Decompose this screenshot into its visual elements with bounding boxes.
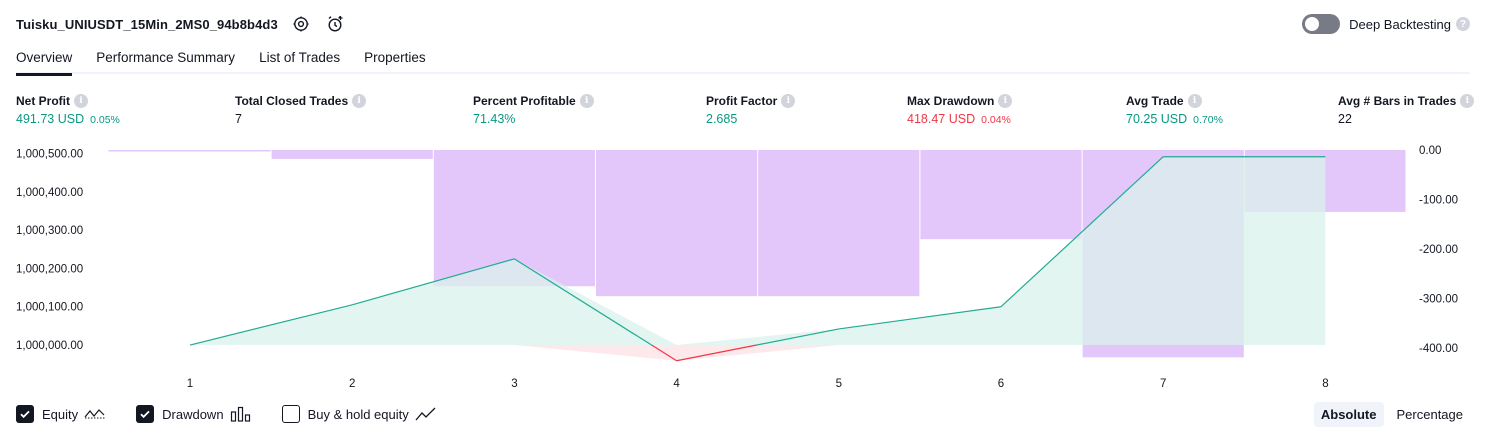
left-axis-tick: 1,000,000.00 [16,340,83,352]
metric-sub-value: 0.05% [90,114,120,126]
x-axis-tick: 8 [1322,378,1328,390]
equity-checkbox[interactable] [16,405,34,423]
metric-value: 70.25 USD [1126,112,1188,126]
info-icon[interactable]: i [1187,94,1202,108]
x-axis-tick: 3 [511,378,517,390]
left-axis-tick: 1,000,300.00 [16,225,83,237]
settings-icon[interactable] [290,13,312,35]
info-icon[interactable]: i [781,94,796,108]
deep-backtesting-toggle[interactable] [1302,14,1341,34]
drawdown-bar [596,150,758,297]
legend-label: Drawdown [162,406,224,422]
metric-avg-bars: Avg # Bars in Trades i 22 [1338,93,1475,128]
drawdown-bar [758,150,920,297]
drawdown-bar [920,150,1082,240]
help-icon[interactable]: ? [1456,17,1470,31]
chart-axes: 1,000,500.00 1,000,400.00 1,000,300.00 1,00… [16,145,1458,390]
strategy-header: Tuisku_UNIUSDT_15Min_2MS0_94b8b4d3 [16,13,346,35]
report-tabs: Overview Performance Summary List of Tra… [16,46,1470,76]
equity-profit-area [190,156,1326,346]
x-axis-tick: 6 [998,378,1004,390]
strategy-name: Tuisku_UNIUSDT_15Min_2MS0_94b8b4d3 [16,16,278,32]
metric-net-profit: Net Profit i 491.73 USD 0.05% [16,93,120,128]
x-axis-tick: 4 [673,378,680,390]
equity-line-segment [651,344,677,362]
buy-hold-checkbox[interactable] [281,405,300,423]
right-axis-tick: -300.00 [1419,294,1458,306]
add-alert-icon[interactable] [324,13,346,35]
metric-value: 22 [1338,112,1352,126]
chart-legend: Equity Drawdown Buy & hold equity [16,403,467,425]
metric-total-closed-trades: Total Closed Trades i 7 [235,93,367,128]
left-axis-tick: 1,000,500.00 [16,149,83,161]
right-axis-tick: -400.00 [1419,343,1458,355]
legend-buy-hold[interactable]: Buy & hold equity [281,405,437,423]
metric-label: Percent Profitable [473,94,576,108]
legend-label: Buy & hold equity [307,406,409,422]
x-axis-tick: 7 [1160,378,1166,390]
drawdown-bar [271,150,433,159]
metric-value: 71.43% [473,112,516,126]
drawdown-bars-icon [230,406,250,422]
legend-equity[interactable]: Equity [16,405,106,423]
metric-value: 418.47 USD [907,112,976,126]
metric-sub-value: 0.04% [981,114,1011,126]
metric-value: 7 [235,112,242,126]
equity-line-segment [676,344,757,362]
left-axis-tick: 1,000,100.00 [16,302,83,314]
toggle-knob [1305,17,1320,31]
equity-line-segment [189,304,353,346]
tab-performance-summary[interactable]: Performance Summary [96,50,236,65]
info-icon[interactable]: i [1460,94,1475,108]
right-axis-tick: 0.00 [1419,145,1441,157]
metric-percent-profitable: Percent Profitable i 71.43% [473,93,594,128]
legend-drawdown[interactable]: Drawdown [136,405,251,423]
x-axis-tick: 1 [187,378,193,390]
metric-value: 491.73 USD [16,112,85,126]
info-icon[interactable]: i [74,94,88,108]
right-axis-tick: -100.00 [1419,195,1458,207]
metric-label: Avg Trade [1126,94,1184,108]
tab-list-of-trades[interactable]: List of Trades [259,50,341,65]
equity-drawdown-chart[interactable]: 1,000,500.00 1,000,400.00 1,000,300.00 1,00… [0,138,1486,398]
metric-label: Total Closed Trades [235,94,349,108]
legend-label: Equity [42,406,79,422]
info-icon[interactable]: i [579,94,594,108]
right-axis-tick: -200.00 [1419,244,1458,256]
metric-label: Max Drawdown [907,94,995,108]
metric-label: Profit Factor [706,94,778,108]
metric-avg-trade: Avg Trade i 70.25 USD 0.70% [1126,93,1223,128]
percentage-button[interactable]: Percentage [1396,406,1464,422]
info-icon[interactable]: i [352,94,367,108]
drawdown-checkbox[interactable] [136,405,155,423]
equity-line-segment [756,328,839,346]
info-icon[interactable]: i [998,94,1013,108]
equity-loss-area [190,345,1326,361]
equity-line-icon [84,409,106,419]
tab-properties[interactable]: Properties [364,50,426,65]
drawdown-bar [108,150,271,152]
deep-backtesting-label: Deep Backtesting [1349,16,1451,32]
metric-sub-value: 0.70% [1193,114,1223,126]
value-mode-switch: Absolute Percentage [1308,401,1470,427]
metric-label: Net Profit [16,94,70,108]
x-axis-tick: 2 [349,378,355,390]
metric-profit-factor: Profit Factor i 2.685 [706,93,796,128]
deep-backtesting: Deep Backtesting ? [1302,13,1470,35]
metric-label: Avg # Bars in Trades [1338,94,1457,108]
equity-line-segment [352,258,515,306]
equity-line-segment [514,258,652,346]
x-axis-tick: 5 [836,378,842,390]
equity-line-segment [1000,156,1164,308]
equity-series [189,156,1326,362]
left-axis-tick: 1,000,200.00 [16,263,83,275]
absolute-button[interactable]: Absolute [1313,401,1384,427]
left-axis-tick: 1,000,400.00 [16,187,83,199]
metric-value: 2.685 [706,112,738,126]
buy-hold-line-icon [415,407,436,421]
tab-overview[interactable]: Overview [16,46,73,76]
equity-line-segment [838,306,1002,330]
metric-max-drawdown: Max Drawdown i 418.47 USD 0.04% [907,93,1013,128]
